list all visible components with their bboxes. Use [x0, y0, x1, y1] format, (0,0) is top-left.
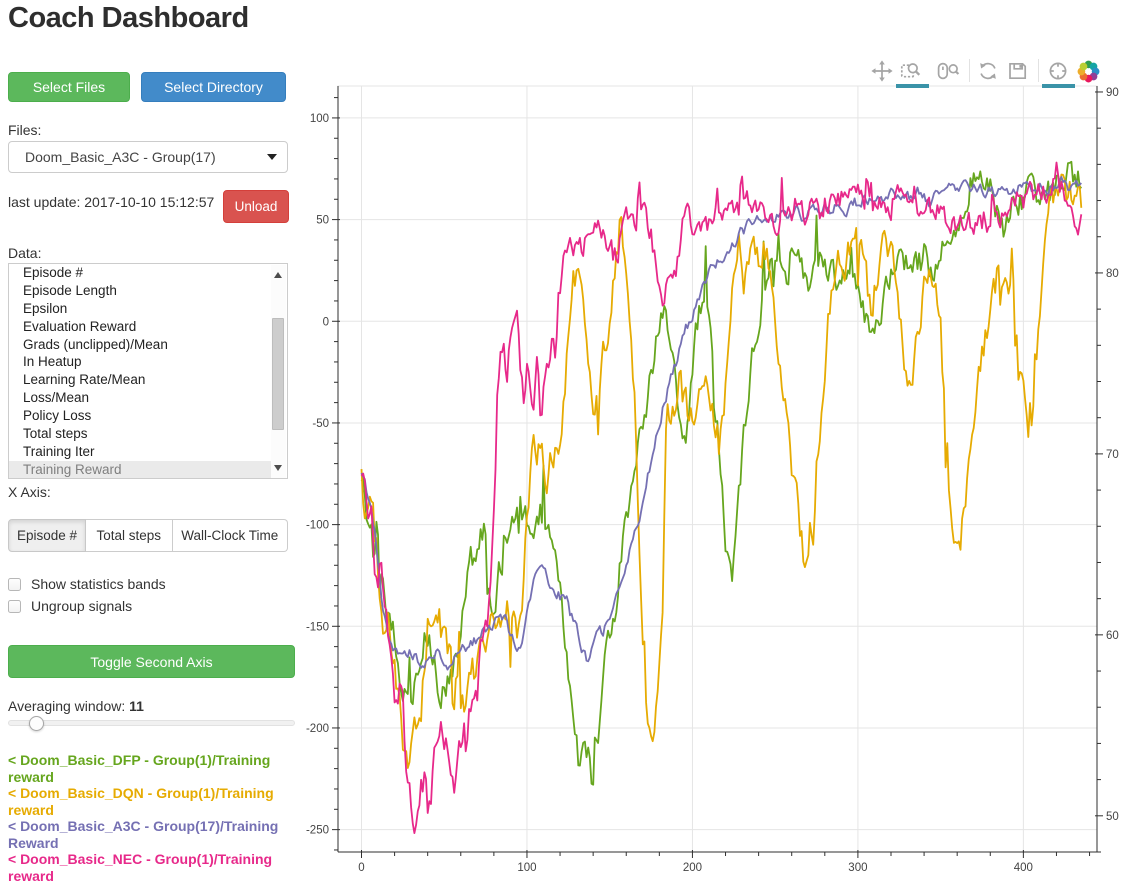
- x-axis-label: X Axis:: [8, 484, 51, 500]
- axis-tick-label: 300: [848, 862, 867, 874]
- data-signal-list[interactable]: Episode # Episode Length Epsilon Evaluation…: [8, 263, 288, 479]
- axis-tick-label: 50: [316, 215, 329, 227]
- legend-item[interactable]: < Doom_Basic_NEC - Group(1)/Training rew…: [8, 851, 273, 881]
- data-list-item[interactable]: In Heatup: [23, 354, 82, 370]
- toolbar-separator: [1038, 59, 1039, 82]
- show-statistics-bands-checkbox[interactable]: [8, 577, 21, 591]
- slider-thumb[interactable]: [29, 715, 44, 731]
- scrollbar-up-arrow-icon[interactable]: [274, 272, 282, 278]
- toggle-second-axis-button[interactable]: Toggle Second Axis: [8, 645, 295, 678]
- series-line: [360, 173, 1083, 769]
- x-axis-option-total-steps[interactable]: Total steps: [86, 519, 173, 552]
- bokeh-logo-icon[interactable]: [1075, 58, 1101, 84]
- x-axis-option-wall-clock-time[interactable]: Wall-Clock Time: [172, 519, 288, 552]
- plot-axes: 100 50 0 -50 -100 -150 -200 -250 90 80 70 60 50 0 100 2…: [306, 86, 1119, 874]
- x-axis-option-episode-[interactable]: Episode #: [8, 519, 86, 552]
- data-list-item[interactable]: Training Iter: [23, 443, 95, 459]
- data-list-item[interactable]: Total steps: [23, 426, 88, 442]
- data-list-item[interactable]: Policy Loss: [23, 408, 92, 424]
- axis-tick-label: 0: [323, 316, 329, 328]
- legend-item[interactable]: < Doom_Basic_DFP - Group(1)/Training rew…: [8, 752, 271, 785]
- reset-tool-icon[interactable]: [975, 58, 1001, 84]
- box-zoom-active-indicator: [896, 84, 929, 88]
- data-list-item[interactable]: Training Reward: [9, 460, 271, 478]
- wheel-zoom-tool-icon[interactable]: [935, 58, 961, 84]
- x-axis-button-group: Episode # Total steps Wall-Clock Time: [8, 519, 288, 552]
- legend: < Doom_Basic_DFP - Group(1)/Training rew…: [8, 752, 300, 881]
- data-list-items: Episode # Episode Length Epsilon Evaluation…: [9, 264, 287, 478]
- training-reward-chart: 100 50 0 -50 -100 -150 -200 -250 90 80 70 60 50 0 100 2…: [300, 0, 1142, 881]
- file-select-value: Doom_Basic_A3C - Group(17): [25, 149, 216, 165]
- show-statistics-bands-label: Show statistics bands: [31, 576, 166, 592]
- data-list-item[interactable]: Episode #: [23, 265, 84, 280]
- data-list-item[interactable]: Grads (unclipped)/Mean: [23, 336, 168, 352]
- axis-tick-label: 60: [1106, 630, 1119, 642]
- axis-tick-label: -200: [306, 723, 329, 735]
- axis-tick-label: 0: [358, 862, 364, 874]
- page-title: Coach Dashboard: [8, 2, 249, 34]
- legend-item[interactable]: < Doom_Basic_A3C - Group(17)/Training Re…: [8, 818, 279, 851]
- show-statistics-bands-option: Show statistics bands: [8, 576, 166, 592]
- series-line: [360, 175, 1082, 671]
- axis-tick-label: 100: [310, 113, 329, 125]
- legend-item[interactable]: < Doom_Basic_DQN - Group(1)/Training rew…: [8, 785, 274, 818]
- box-zoom-tool-icon[interactable]: [898, 58, 924, 84]
- data-list-item[interactable]: Epsilon: [23, 300, 68, 316]
- scrollbar-thumb[interactable]: [272, 318, 284, 430]
- averaging-window-slider[interactable]: [8, 714, 295, 732]
- axis-tick-label: 50: [1106, 811, 1119, 823]
- averaging-window-value: 11: [129, 698, 144, 714]
- plot-series: [360, 160, 1083, 834]
- data-list-item[interactable]: Evaluation Reward: [23, 318, 137, 334]
- axis-tick-label: 90: [1106, 87, 1119, 99]
- toolbar-separator: [969, 59, 970, 82]
- series-line: [360, 160, 1083, 786]
- save-tool-icon[interactable]: [1005, 58, 1031, 84]
- scrollbar[interactable]: [271, 265, 286, 478]
- ungroup-signals-label: Ungroup signals: [31, 598, 133, 614]
- series-line: [360, 161, 1083, 834]
- axis-tick-label: 400: [1014, 862, 1033, 874]
- axis-tick-label: -50: [312, 418, 329, 430]
- files-label: Files:: [8, 122, 42, 138]
- hover-tool-icon[interactable]: [1045, 58, 1071, 84]
- averaging-window-label: Averaging window: 11: [8, 698, 144, 714]
- scrollbar-down-arrow-icon[interactable]: [274, 465, 282, 471]
- axis-tick-label: -150: [306, 621, 329, 633]
- hover-active-indicator: [1042, 84, 1075, 88]
- data-list-item[interactable]: Loss/Mean: [23, 390, 90, 406]
- axis-tick-label: -250: [306, 825, 329, 837]
- file-select-dropdown[interactable]: Doom_Basic_A3C - Group(17): [8, 141, 288, 173]
- plot-canvas[interactable]: 100 50 0 -50 -100 -150 -200 -250 90 80 70 60 50 0 100 2…: [300, 0, 1142, 881]
- dropdown-caret-icon: [267, 154, 277, 160]
- axis-tick-label: -100: [306, 520, 329, 532]
- axis-tick-label: 100: [517, 862, 536, 874]
- pan-tool-icon[interactable]: [869, 58, 895, 84]
- data-list-item[interactable]: Learning Rate/Mean: [23, 372, 146, 388]
- axis-tick-label: 80: [1106, 268, 1119, 280]
- data-list-item[interactable]: Episode Length: [23, 282, 117, 298]
- data-label: Data:: [8, 245, 42, 261]
- ungroup-signals-option: Ungroup signals: [8, 598, 132, 614]
- select-files-button[interactable]: Select Files: [8, 72, 130, 102]
- axis-tick-label: 200: [683, 862, 702, 874]
- last-update-text: last update: 2017-10-10 15:12:57: [8, 194, 215, 210]
- ungroup-signals-checkbox[interactable]: [8, 599, 21, 613]
- axis-tick-label: 70: [1106, 449, 1119, 461]
- unload-button[interactable]: Unload: [223, 190, 289, 223]
- select-directory-button[interactable]: Select Directory: [141, 72, 286, 102]
- slider-track[interactable]: [8, 720, 295, 726]
